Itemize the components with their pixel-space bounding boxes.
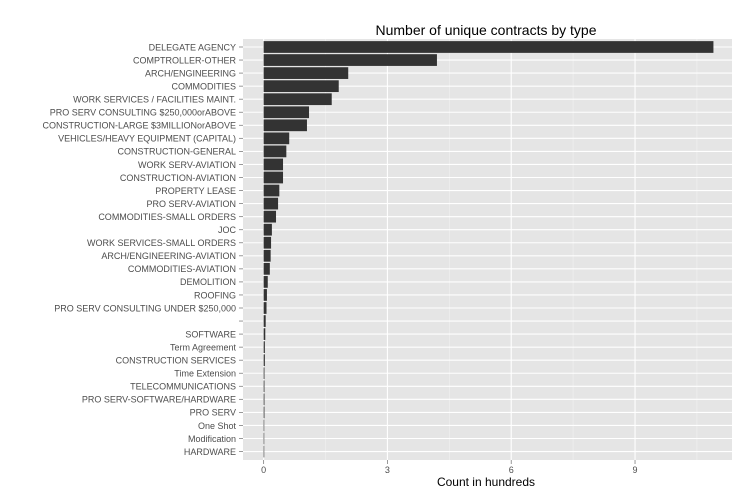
y-tick-label: ARCH/ENGINEERING [145,68,236,78]
y-tick-label: One Shot [198,421,237,431]
y-tick-label: PRO SERV CONSULTING UNDER $250,000 [54,303,236,313]
bar [263,354,265,367]
bar [263,197,279,210]
bar [263,158,284,171]
bar [263,367,265,380]
bar [263,223,272,236]
bar [263,93,332,106]
y-tick-label: PRO SERV-SOFTWARE/HARDWARE [82,395,236,405]
chart-title: Number of unique contracts by type [375,22,596,38]
bar [263,106,310,119]
x-axis-ticks: 0 3 6 9 [261,460,638,475]
bar [263,406,265,419]
bars [263,41,714,458]
y-axis-ticks: DELEGATE AGENCY COMPTROLLER-OTHER ARCH/ENG… [42,42,243,457]
y-tick-label: CONSTRUCTION SERVICES [116,356,236,366]
y-tick-label: PRO SERV CONSULTING $250,000orABOVE [50,108,236,118]
y-tick-label: ROOFING [194,290,236,300]
y-tick-label: DEMOLITION [180,277,236,287]
y-tick-label: WORK SERV-AVIATION [138,160,236,170]
y-tick-label: PRO SERV [190,408,236,418]
y-tick-label: COMMODITIES-AVIATION [128,264,236,274]
bar [263,145,287,158]
x-tick-label: 3 [385,465,390,475]
y-tick-label: Modification [188,434,236,444]
y-tick-label: WORK SERVICES-SMALL ORDERS [87,238,236,248]
x-tick-label: 9 [633,465,638,475]
y-tick-label: VEHICLES/HEAVY EQUIPMENT (CAPITAL) [58,134,236,144]
bar [263,132,290,145]
bar [263,432,265,445]
bar [263,262,270,275]
bar [263,419,265,432]
x-tick-label: 6 [509,465,514,475]
bar [263,67,349,79]
y-tick-label: JOC [218,225,237,235]
bar [263,393,265,406]
bar [263,80,339,93]
bar [263,184,280,197]
bar [263,445,265,458]
y-tick-label: PRO SERV-AVIATION [146,199,236,209]
y-tick-label: SOFTWARE [185,329,236,339]
bar [263,210,277,223]
y-tick-label: HARDWARE [184,447,236,457]
y-tick-label: DELEGATE AGENCY [149,42,236,52]
bar [263,276,268,288]
bar [263,41,714,53]
bar [263,289,267,301]
bar [263,249,271,262]
x-axis-title: Count in hundreds [437,475,535,489]
y-tick-label: WORK SERVICES / FACILITIES MAINT. [73,95,236,105]
y-tick-label: COMMODITIES [172,81,237,91]
bar [263,119,307,132]
bar [263,341,265,354]
y-tick-label: COMMODITIES-SMALL ORDERS [98,212,236,222]
y-tick-label: ARCH/ENGINEERING-AVIATION [101,251,236,261]
bar [263,54,437,66]
y-tick-label: Time Extension [174,369,236,379]
bar [263,236,272,249]
y-tick-label: TELECOMMUNICATIONS [130,382,236,392]
bar [263,302,267,314]
bar [263,380,265,393]
y-tick-label: Term Agreement [170,342,237,352]
bar [263,315,266,327]
bar [263,171,284,184]
x-tick-label: 0 [261,465,266,475]
y-tick-label: CONSTRUCTION-LARGE $3MILLIONorABOVE [42,121,236,131]
y-tick-label: COMPTROLLER-OTHER [133,55,237,65]
bar [263,328,266,340]
plot-panel [243,39,732,460]
y-tick-label: CONSTRUCTION-AVIATION [120,173,236,183]
y-tick-label: PROPERTY LEASE [155,186,236,196]
y-tick-label: CONSTRUCTION-GENERAL [117,147,236,157]
